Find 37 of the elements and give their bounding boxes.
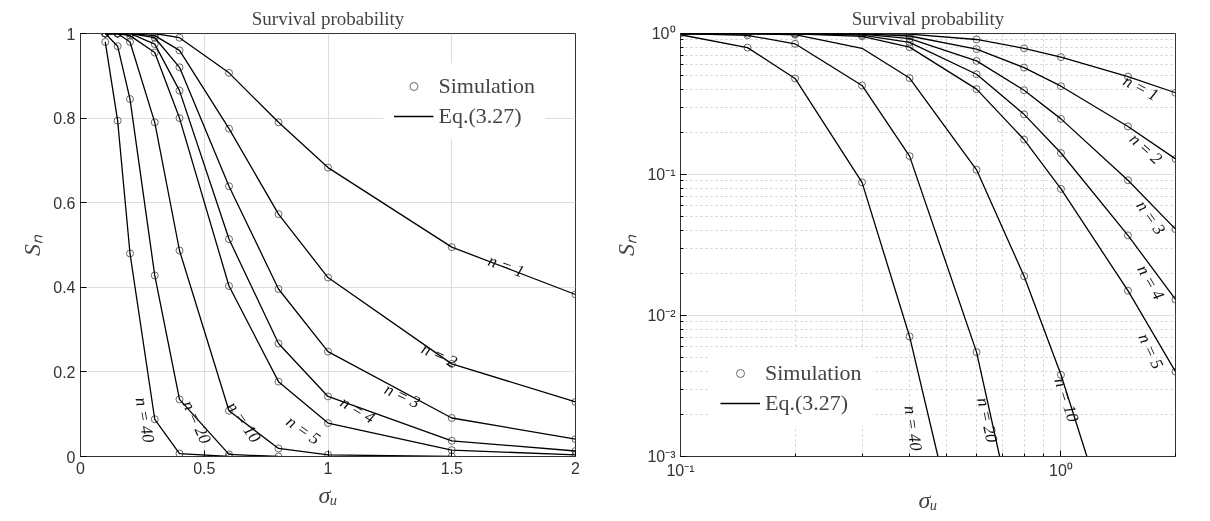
legend-label: Eq.(3.27) — [438, 103, 522, 129]
annotation: n = 40 — [131, 396, 159, 445]
y-tick-label: 0 — [66, 448, 76, 466]
y-tick-label: 1 — [66, 25, 76, 43]
legend-label: Simulation — [438, 73, 535, 99]
legend-label: Simulation — [765, 360, 862, 386]
annotation: n = 10 — [1050, 375, 1083, 425]
y-tick-label: 10⁰ — [651, 25, 676, 42]
annotation: n = 4 — [1133, 261, 1169, 304]
annotation: n = 40 — [900, 404, 926, 453]
annotation: n = 5 — [1134, 330, 1168, 372]
x-tick-label: 2 — [571, 459, 581, 477]
annotation: n = 20 — [973, 395, 1002, 445]
annotation: n = 1 — [1120, 70, 1162, 106]
x-axis-title: σᵤ — [318, 481, 338, 508]
y-tick-label: 10⁻² — [647, 307, 677, 324]
x-axis-title: σᵤ — [918, 486, 938, 513]
chart-title: Survival probability — [251, 7, 405, 29]
annotation: n = 3 — [381, 379, 424, 413]
y-tick-label: 0.4 — [53, 279, 76, 297]
y-tick-label: 0.6 — [53, 194, 76, 212]
y-tick-label: 10⁻¹ — [647, 166, 676, 183]
annotation: n = 5 — [282, 411, 324, 449]
chart-title: Survival probability — [851, 7, 1005, 29]
annotation: n = 3 — [1132, 196, 1170, 239]
y-tick-label: 0.2 — [53, 363, 76, 381]
annotation: n = 20 — [178, 397, 216, 448]
x-tick-label: 0.5 — [193, 459, 216, 477]
y-tick-label: 0.8 — [53, 110, 76, 128]
x-tick-label: 1 — [323, 459, 333, 477]
x-tick-label: 10⁰ — [1049, 461, 1073, 479]
annotation: n = 2 — [418, 338, 461, 372]
y-axis-title: Sₙ — [613, 234, 640, 256]
legend-label: Eq.(3.27) — [765, 390, 849, 416]
x-tick-label: 1.5 — [440, 459, 463, 477]
y-axis-title: Sₙ — [19, 234, 46, 256]
annotation: n = 2 — [1125, 129, 1167, 169]
